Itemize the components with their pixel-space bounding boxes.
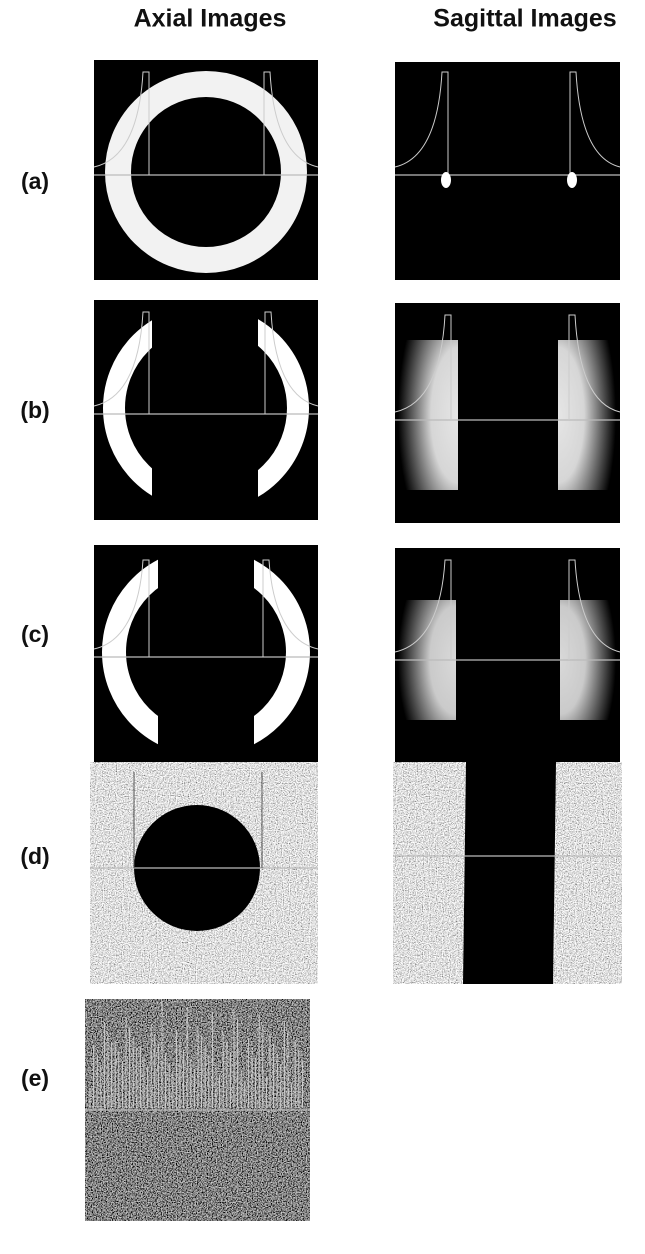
intensity-profile: [93, 71, 319, 175]
panel-label: (e): [21, 1065, 49, 1091]
intensity-profile: [93, 559, 319, 657]
column-header: Axial Images: [134, 5, 287, 33]
images: [85, 60, 622, 1221]
void-band: [463, 762, 556, 984]
bright-spot: [441, 172, 451, 188]
column-header: Sagittal Images: [433, 5, 616, 33]
intensity-profile: [394, 559, 621, 660]
signal-glow: [398, 340, 458, 490]
intensity-profile: [394, 71, 621, 175]
noise-spikes: [89, 1001, 303, 1108]
intensity-profile: [133, 772, 263, 868]
bright-spot: [567, 172, 577, 188]
panel-label: (c): [21, 621, 49, 647]
ring: [105, 71, 307, 273]
panel-label: (d): [20, 843, 49, 869]
signal-glow: [558, 340, 616, 490]
image-background: [94, 300, 318, 520]
image-background: [94, 545, 318, 765]
intensity-profile: [394, 314, 621, 420]
panel-label: (b): [20, 397, 49, 423]
image-background: [395, 62, 620, 280]
panel-label: (a): [21, 168, 49, 194]
intensity-profile: [93, 311, 319, 414]
